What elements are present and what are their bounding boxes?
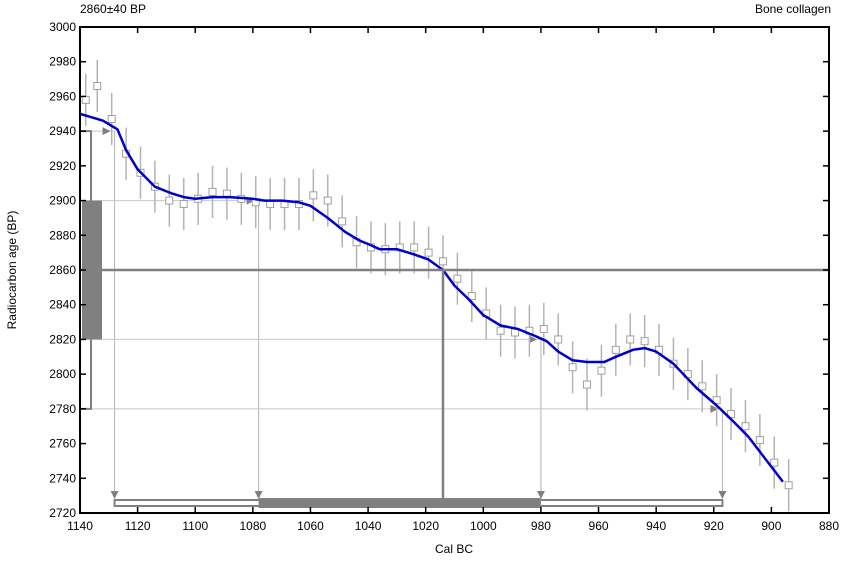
y-axis-label: Radiocarbon age (BP) bbox=[5, 211, 19, 330]
data-point bbox=[539, 325, 548, 334]
data-point bbox=[597, 366, 606, 375]
y-tick-label: 2780 bbox=[49, 402, 76, 416]
data-point bbox=[438, 257, 447, 266]
y-tick-label: 2940 bbox=[49, 124, 76, 138]
x-tick-label: 1140 bbox=[67, 519, 93, 533]
data-point bbox=[568, 363, 577, 372]
chart-title-right: Bone collagen bbox=[754, 2, 831, 16]
one-sigma-range-bar bbox=[258, 498, 541, 508]
y-tick-label: 2760 bbox=[49, 437, 76, 451]
data-point bbox=[107, 114, 116, 123]
data-point bbox=[611, 345, 620, 354]
data-point bbox=[93, 82, 102, 91]
guide-arrow-down bbox=[110, 491, 119, 499]
data-point bbox=[467, 292, 476, 301]
data-point bbox=[770, 458, 779, 467]
x-tick-label: 1040 bbox=[355, 519, 382, 533]
y-tick-label: 2820 bbox=[49, 332, 76, 346]
y-tick-label: 2860 bbox=[49, 263, 76, 277]
data-point bbox=[309, 191, 318, 200]
data-point bbox=[583, 380, 592, 389]
x-tick-label: 940 bbox=[646, 519, 666, 533]
y-tick-label: 2740 bbox=[49, 471, 76, 485]
guide-arrow-right bbox=[710, 404, 719, 413]
guide-lines bbox=[80, 127, 727, 499]
x-tick-label: 960 bbox=[589, 519, 609, 533]
data-point bbox=[323, 196, 332, 205]
guide-arrow-right bbox=[528, 335, 537, 344]
y-tick-label: 2840 bbox=[49, 298, 76, 312]
x-tick-label: 1100 bbox=[182, 519, 208, 533]
data-point bbox=[410, 243, 419, 252]
y-tick-label: 2920 bbox=[49, 159, 76, 173]
guide-arrow-down bbox=[718, 491, 727, 499]
data-point bbox=[640, 337, 649, 346]
chart-title-left: 2860±40 BP bbox=[80, 2, 146, 16]
x-tick-label: 920 bbox=[704, 519, 724, 533]
x-tick-label: 1120 bbox=[125, 519, 151, 533]
guide-arrow-right bbox=[102, 127, 111, 136]
data-point bbox=[784, 481, 793, 490]
x-tick-label: 900 bbox=[761, 519, 781, 533]
data-points bbox=[81, 59, 793, 512]
data-point bbox=[208, 187, 217, 196]
calibration-curve-line bbox=[79, 112, 784, 483]
data-point bbox=[554, 335, 563, 344]
y-tick-label: 2960 bbox=[49, 89, 76, 103]
guide-arrow-down bbox=[254, 491, 263, 499]
x-tick-label: 980 bbox=[531, 519, 551, 533]
guide-arrow-down bbox=[536, 491, 545, 499]
calibration-curve bbox=[79, 112, 784, 483]
sample-distribution bbox=[80, 130, 829, 410]
data-point bbox=[626, 335, 635, 344]
x-tick-label: 1080 bbox=[239, 519, 266, 533]
x-tick-label: 1060 bbox=[297, 519, 324, 533]
data-point bbox=[81, 95, 90, 104]
data-point bbox=[496, 326, 505, 335]
x-tick-label: 1000 bbox=[470, 519, 497, 533]
data-point bbox=[755, 436, 764, 445]
y-tick-label: 2880 bbox=[49, 228, 76, 242]
data-point bbox=[424, 248, 433, 257]
data-point bbox=[338, 217, 347, 226]
data-point bbox=[165, 196, 174, 205]
y-tick-label: 3000 bbox=[49, 20, 76, 34]
x-axis: 1140 1120 1100 1080 1060 1040 1020 1000 980 960 94… bbox=[67, 27, 839, 533]
data-point bbox=[712, 396, 721, 405]
data-point bbox=[698, 382, 707, 391]
y-tick-label: 2900 bbox=[49, 194, 76, 208]
x-tick-label: 880 bbox=[819, 519, 839, 533]
y-axis: 2720 2740 2760 2780 2800 2820 2840 2860 2880 2900… bbox=[49, 20, 829, 520]
y-tick-label: 2720 bbox=[49, 506, 76, 520]
data-point bbox=[453, 274, 462, 283]
data-point bbox=[179, 200, 188, 209]
y-tick-label: 2980 bbox=[49, 55, 76, 69]
data-point bbox=[741, 422, 750, 431]
calibrated-ranges bbox=[113, 270, 724, 508]
x-axis-label: Cal BC bbox=[435, 542, 473, 556]
x-tick-label: 1020 bbox=[412, 519, 439, 533]
y-tick-label: 2800 bbox=[49, 367, 76, 381]
